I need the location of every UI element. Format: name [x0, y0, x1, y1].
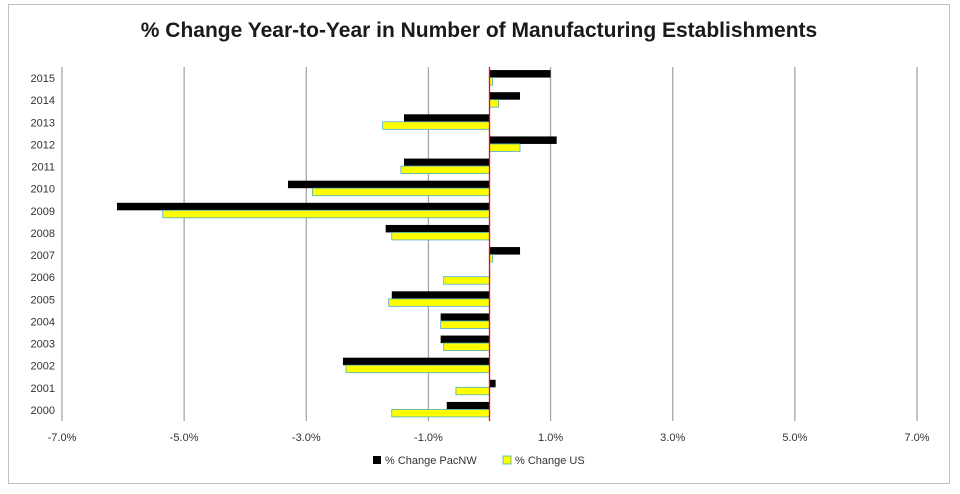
y-tick-label: 2006 — [31, 272, 55, 284]
y-tick-label: 2007 — [31, 250, 55, 262]
bar-us-2000 — [391, 409, 490, 418]
legend-label-pacnw: % Change PacNW — [385, 455, 477, 467]
bar-pacnw-2005 — [391, 291, 490, 299]
bar-us-2010 — [311, 187, 490, 197]
bar-us-2001 — [455, 386, 490, 396]
bar-pacnw-2012 — [489, 136, 557, 144]
y-tick-label: 2001 — [31, 383, 55, 395]
bar-us-2009 — [162, 209, 490, 219]
x-tick-label: 3.0% — [660, 432, 685, 444]
bar-us-2005 — [388, 298, 490, 307]
bar-us-2006 — [443, 276, 490, 285]
bar-pacnw-2009 — [116, 202, 490, 211]
bar-pacnw-2013 — [404, 114, 490, 122]
bar-pacnw-2003 — [440, 335, 490, 344]
y-tick-label: 2009 — [31, 206, 55, 218]
bar-pacnw-2007 — [489, 247, 521, 255]
y-tick-label: 2012 — [31, 139, 55, 151]
x-tick-label: -3.0% — [292, 432, 321, 444]
y-tick-label: 2004 — [31, 316, 55, 328]
x-tick-label: -7.0% — [48, 432, 77, 444]
y-tick-label: 2015 — [31, 73, 55, 85]
legend-swatch-us — [502, 455, 512, 465]
chart-frame: % Change Year-to-Year in Number of Manuf… — [8, 4, 950, 484]
y-tick-label: 2011 — [31, 162, 55, 174]
bar-pacnw-2002 — [342, 357, 490, 366]
bar-pacnw-2004 — [440, 313, 490, 321]
bar-pacnw-2000 — [446, 401, 490, 410]
bar-pacnw-2011 — [404, 158, 490, 167]
chart-title: % Change Year-to-Year in Number of Manuf… — [140, 19, 818, 42]
x-tick-label: 5.0% — [782, 432, 807, 444]
legend-swatch-pacnw — [373, 456, 381, 464]
y-tick-label: 2002 — [31, 361, 55, 373]
y-tick-label: 2008 — [31, 228, 55, 240]
legend-label-us: % Change US — [515, 455, 585, 467]
bar-chart: 2015 2014 2013 2012 2011 2010 2009 2008 2007 2006… — [31, 67, 930, 467]
bar-pacnw-2010 — [287, 180, 490, 189]
y-tick-label: 2010 — [31, 184, 55, 196]
y-tick-label: 2014 — [31, 95, 55, 107]
bar-pacnw-2001 — [489, 379, 496, 388]
y-tick-label: 2003 — [31, 339, 55, 351]
x-tick-label: -1.0% — [414, 432, 443, 444]
x-tick-label: 7.0% — [904, 432, 929, 444]
bar-us-2003 — [443, 342, 490, 351]
bar-us-2011 — [400, 165, 490, 174]
bar-us-2012 — [489, 143, 521, 152]
bar-pacnw-2015 — [489, 70, 551, 78]
x-tick-label: -5.0% — [170, 432, 199, 444]
bar-us-2008 — [391, 232, 490, 241]
bar-us-2004 — [440, 320, 490, 329]
y-tick-label: 2000 — [31, 405, 55, 417]
bar-us-2013 — [382, 121, 490, 130]
bar-us-2014 — [489, 99, 500, 108]
y-tick-label: 2013 — [31, 117, 55, 129]
x-tick-label: 1.0% — [538, 432, 563, 444]
bar-us-2002 — [345, 364, 490, 374]
y-tick-label: 2005 — [31, 294, 55, 306]
bar-pacnw-2008 — [385, 224, 490, 233]
bar-pacnw-2014 — [489, 92, 521, 100]
